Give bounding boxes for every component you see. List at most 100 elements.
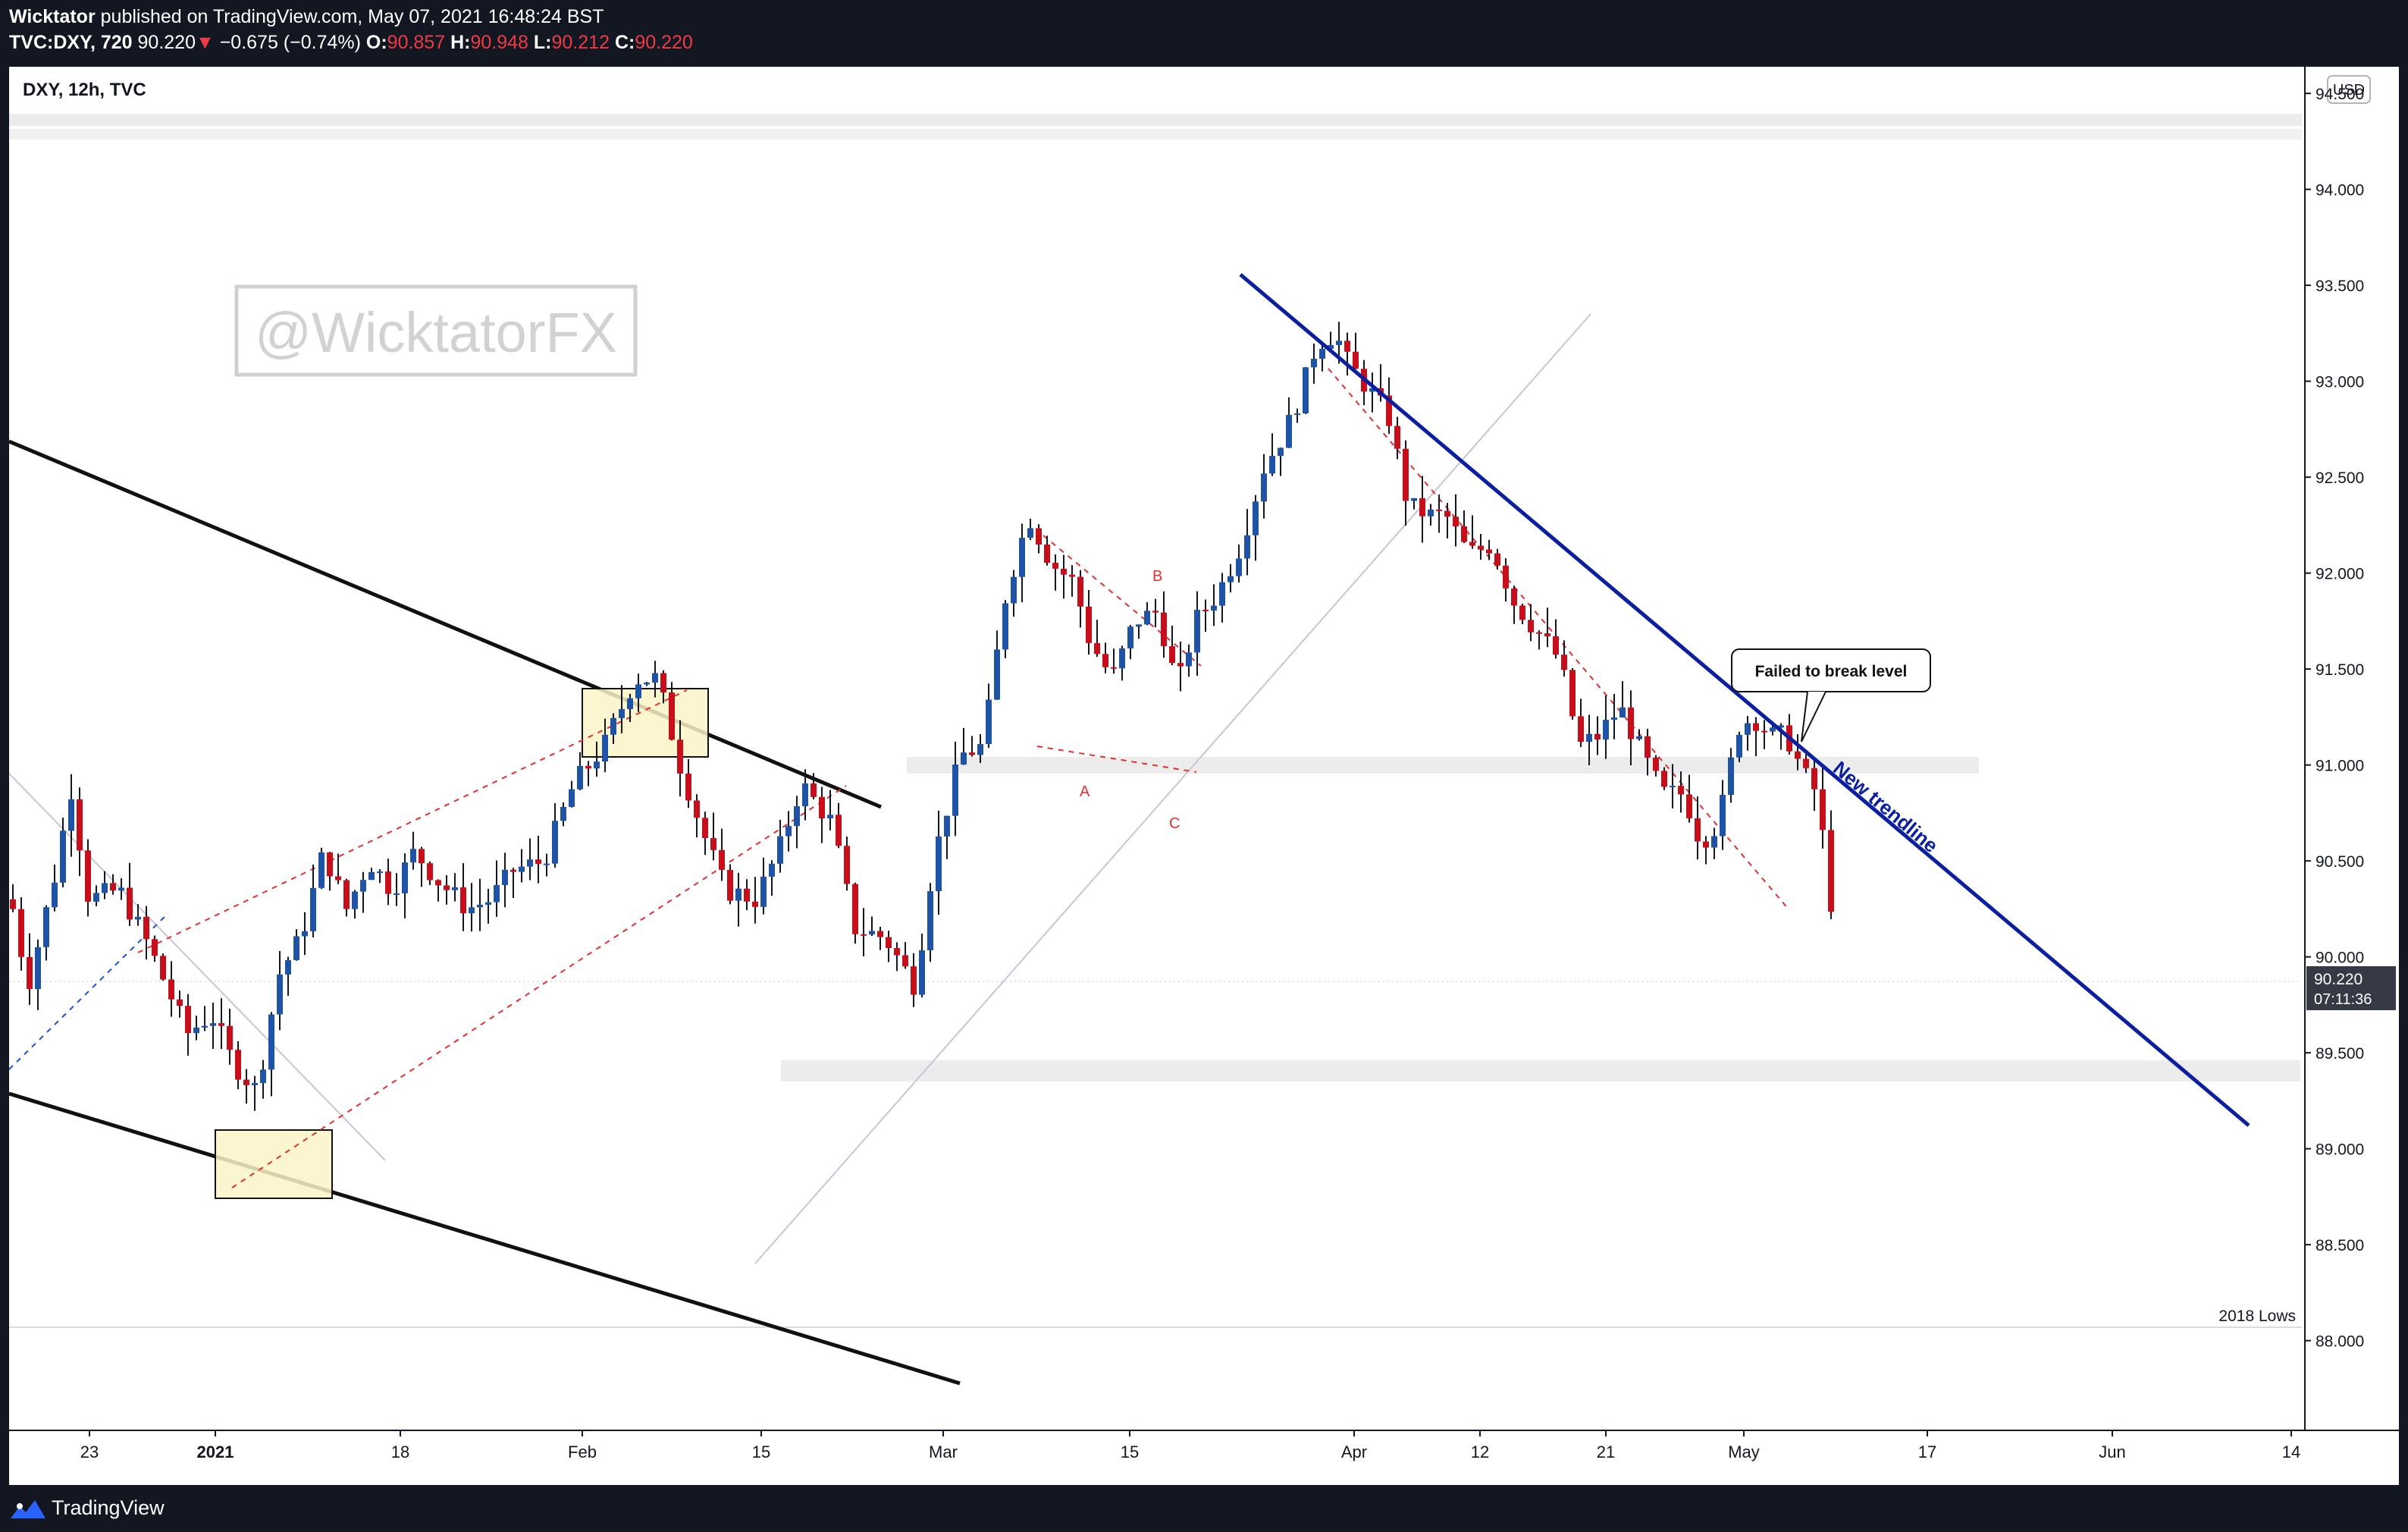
candle-down (969, 752, 975, 755)
candle-up (352, 891, 358, 909)
candle-down (685, 773, 691, 801)
candle-up (927, 891, 933, 951)
grey-guide-main (754, 313, 1591, 1264)
chart-svg[interactable]: @WicktatorFX DXY, 12h, TVC USD (8, 67, 2399, 1485)
resistance-zone (907, 757, 1979, 774)
candle-down (177, 999, 183, 1006)
candle-up (977, 744, 983, 755)
currency-badge[interactable]: USD (2333, 82, 2365, 99)
candle-up (52, 882, 58, 908)
symbol-name[interactable]: TVC:DXY, 720 (9, 32, 133, 53)
price-tick-label: 92.500 (2316, 469, 2364, 487)
candle-up (1336, 341, 1342, 345)
candle-down (677, 739, 683, 774)
candle-up (260, 1069, 266, 1083)
symbol-info: TVC:DXY, 720 90.220▼ −0.675 (−0.74%) O:9… (9, 30, 693, 55)
candle-down (886, 937, 892, 949)
tradingview-logo-icon[interactable] (9, 1496, 47, 1521)
candle-down (710, 838, 716, 850)
candle-down (660, 673, 666, 693)
author-name[interactable]: Wicktator (9, 6, 96, 27)
candle-down (1761, 730, 1767, 733)
candle-up (377, 871, 383, 874)
candle-up (1294, 413, 1300, 416)
candle-up (1770, 727, 1776, 732)
candle-up (477, 904, 483, 908)
candle-up (360, 880, 366, 892)
candle-down (1503, 565, 1509, 589)
highlight-box-bottom (215, 1129, 333, 1199)
open-label: O: (365, 32, 387, 53)
candle-down (160, 956, 166, 980)
price-axis[interactable]: 94.500 94.000 93.500 93.000 92.500 92.000 91.5… (2305, 86, 2364, 1351)
candle-down (1828, 830, 1834, 912)
candle-up (402, 862, 408, 893)
close-label: C: (614, 32, 635, 53)
candle-down (1594, 733, 1601, 740)
time-tick-label: 12 (1471, 1443, 1489, 1461)
candle-up (544, 863, 550, 865)
candle-down (85, 850, 91, 902)
candle-down (844, 846, 850, 884)
time-tick-label: 15 (1121, 1443, 1139, 1461)
candle-up (1228, 576, 1234, 582)
tradingview-brand[interactable]: TradingView (52, 1496, 165, 1519)
candle-up (1244, 535, 1250, 559)
candle-up (452, 887, 458, 890)
candle-down (110, 883, 116, 891)
abc-dashed-ab (1043, 535, 1202, 667)
candle-up (1611, 717, 1617, 720)
candle-up (302, 931, 308, 937)
callout-pointer (1801, 691, 1826, 742)
candle-up (635, 684, 641, 699)
candle-up (43, 907, 49, 947)
candle-up (60, 830, 66, 883)
new-trendline[interactable] (1239, 273, 2250, 1127)
chart-area[interactable]: @WicktatorFX DXY, 12h, TVC USD (8, 67, 2399, 1485)
candle-up (594, 761, 600, 769)
highlight-box-top (582, 688, 709, 758)
upper-channel-line (8, 439, 882, 809)
price-tick-label: 88.000 (2316, 1333, 2364, 1351)
candle-down (1645, 736, 1651, 758)
callout-box (1731, 648, 1931, 692)
candle-up (393, 893, 400, 895)
candle-up (552, 821, 558, 864)
candle-down (1052, 563, 1058, 569)
candle-up (35, 947, 41, 990)
currency-badge-box[interactable] (2327, 75, 2371, 104)
candle-up (410, 849, 416, 863)
candle-down (811, 783, 817, 797)
candle-up (277, 974, 283, 1015)
candle-up (1002, 603, 1008, 650)
candle-down (1094, 642, 1100, 655)
candle-up (1194, 610, 1200, 653)
watermark: @WicktatorFX (255, 301, 617, 364)
candle-up (936, 836, 942, 892)
candle-down (752, 901, 758, 907)
candle-up (986, 699, 992, 745)
candle-up (1411, 498, 1417, 501)
candle-down (819, 796, 825, 818)
candle-down (1403, 448, 1409, 501)
candle-up (68, 799, 74, 831)
candle-up (293, 936, 299, 960)
candle-down (669, 692, 675, 740)
candle-up (1127, 626, 1133, 648)
candle-up (961, 752, 967, 765)
candle-down (1553, 636, 1559, 655)
candle-down (419, 849, 425, 864)
candle-up (827, 815, 833, 818)
candle-down (168, 979, 174, 1000)
time-tick-label: 18 (391, 1443, 409, 1461)
candle-up (1186, 652, 1192, 667)
support-zone (781, 1060, 2300, 1082)
candle-up (1711, 836, 1717, 848)
candle-down (1102, 654, 1108, 667)
candle-down (852, 884, 858, 934)
candle-up (735, 888, 742, 901)
time-axis[interactable]: 23 2021 18 Feb 15 Mar 15 Apr 12 21 May 17 Jun 14 (80, 1430, 2300, 1461)
candle-down (861, 934, 867, 936)
price-tick-label: 94.500 (2316, 86, 2364, 103)
candle-down (1444, 510, 1450, 517)
